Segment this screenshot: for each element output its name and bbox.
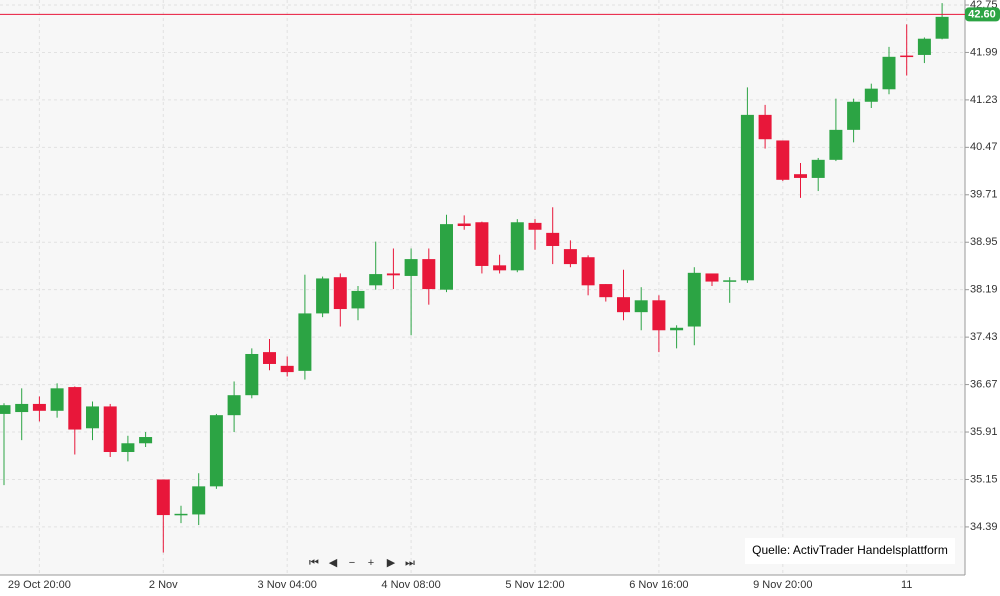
candle-body <box>174 513 188 516</box>
candle-body <box>280 365 294 373</box>
candle-body <box>758 114 772 140</box>
prev-button[interactable]: ◀ <box>329 557 338 569</box>
candle-body <box>776 140 790 180</box>
next-button[interactable]: ▶ <box>387 557 396 569</box>
candle-body <box>829 129 843 160</box>
candle-body <box>723 280 737 282</box>
candle-body <box>528 222 542 230</box>
candle-body <box>794 174 807 178</box>
last-price-tag <box>965 7 1000 22</box>
candles <box>0 3 949 553</box>
candle-body <box>475 222 489 266</box>
y-tick-label: 35.15 <box>970 473 998 485</box>
x-tick-label: 9 Nov 20:00 <box>753 579 812 591</box>
source-annotation: Quelle: ActivTrader Handelsplattform <box>752 543 948 557</box>
candle-body <box>156 479 170 516</box>
candle-body <box>422 259 436 290</box>
y-tick-label: 40.47 <box>970 141 998 153</box>
y-tick-label: 41.99 <box>970 46 998 58</box>
candle-body <box>0 405 11 414</box>
candle-body <box>209 415 223 487</box>
candle-body <box>705 273 719 282</box>
candle-body <box>457 223 471 227</box>
candle-body <box>263 352 276 364</box>
candle-body <box>652 300 666 331</box>
candle-body <box>139 437 153 444</box>
candle-body <box>811 159 825 178</box>
x-tick-label: 29 Oct 20:00 <box>8 579 71 591</box>
candle-body <box>404 259 418 276</box>
candle-body <box>440 224 453 290</box>
candle-body <box>634 300 648 313</box>
x-tick-label: 6 Nov 16:00 <box>629 579 688 591</box>
x-tick-label: 2 Nov <box>149 579 178 591</box>
last-button[interactable]: ⏭ <box>405 557 415 569</box>
candle-body <box>369 274 383 286</box>
candle-body <box>15 403 29 413</box>
candle-body <box>103 406 117 453</box>
candle-body <box>86 406 99 429</box>
x-tick-label: 5 Nov 12:00 <box>505 579 564 591</box>
candle-body <box>546 232 560 246</box>
candle-body <box>864 88 878 102</box>
candle-body <box>351 290 365 309</box>
candle-body <box>847 101 861 130</box>
candle-body <box>32 403 46 411</box>
candle-body <box>687 272 701 327</box>
y-tick-label: 41.23 <box>970 94 998 106</box>
y-tick-label: 35.91 <box>970 426 998 438</box>
y-tick-label: 38.95 <box>970 236 998 248</box>
candle-body <box>227 395 241 416</box>
x-tick-label: 11 <box>901 579 912 591</box>
candle-body <box>68 387 82 430</box>
candle-body <box>617 297 630 313</box>
candle-body <box>121 443 135 453</box>
zoom-out-button[interactable]: − <box>349 557 355 569</box>
candle-body <box>245 353 259 396</box>
candle-body <box>333 277 347 310</box>
candle-body <box>935 16 949 39</box>
candle-body <box>316 278 330 314</box>
y-tick-label: 34.39 <box>970 521 998 533</box>
first-button[interactable]: ⏮ <box>309 557 319 569</box>
annotation-box <box>745 538 955 564</box>
x-tick-label: 3 Nov 04:00 <box>258 579 317 591</box>
y-tick-label: 36.67 <box>970 378 998 390</box>
scroll-controls: ⏮ ◀ − + ▶ ⏭ <box>309 557 415 569</box>
candle-body <box>386 273 400 276</box>
candle-body <box>581 257 595 286</box>
plot-area <box>0 0 965 575</box>
candle-body <box>900 55 914 58</box>
y-tick-label: 39.71 <box>970 189 998 201</box>
x-tick-label: 4 Nov 08:00 <box>381 579 440 591</box>
zoom-in-button[interactable]: + <box>368 557 374 569</box>
candle-body <box>563 249 577 265</box>
y-tick-label: 42.75 <box>970 0 998 11</box>
candle-body <box>670 327 684 331</box>
candle-body <box>917 38 931 55</box>
candle-body <box>882 56 896 90</box>
y-tick-label: 37.43 <box>970 331 998 343</box>
candle-body <box>298 313 312 371</box>
candle-body <box>50 388 64 411</box>
last-price-label: 42.60 <box>968 8 996 20</box>
candle-body <box>192 486 206 515</box>
candle-body <box>599 284 613 298</box>
candle-body <box>740 114 754 281</box>
candle-body <box>510 222 524 271</box>
candle-body <box>493 265 507 271</box>
y-tick-label: 38.19 <box>970 284 998 296</box>
